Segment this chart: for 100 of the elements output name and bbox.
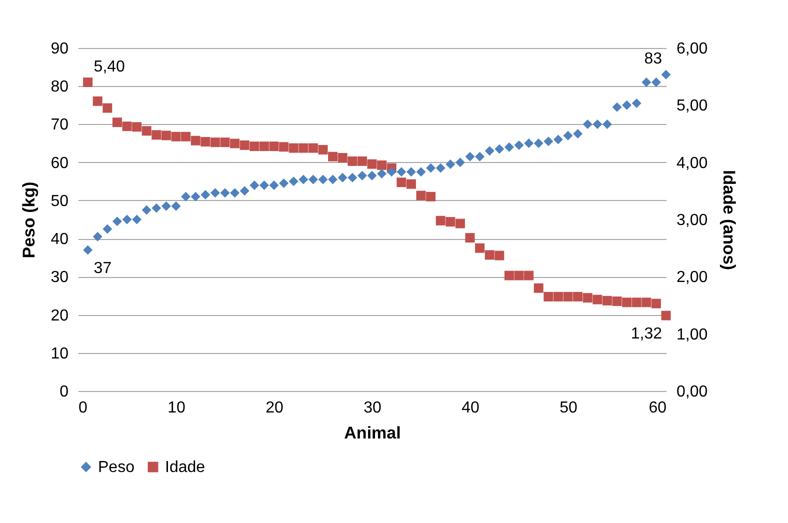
point	[661, 310, 671, 320]
point	[240, 186, 250, 196]
point	[210, 138, 220, 148]
point	[426, 163, 436, 173]
y2-tick-label: 5,00	[676, 98, 708, 115]
point	[92, 232, 102, 242]
point	[377, 169, 387, 179]
point	[494, 144, 504, 154]
y2-tick-label: 2,00	[676, 269, 708, 286]
point	[651, 78, 661, 88]
legend-label: Peso	[98, 459, 135, 476]
point	[142, 126, 152, 136]
point	[230, 188, 240, 198]
point	[612, 296, 622, 306]
point	[83, 245, 93, 255]
point	[279, 142, 289, 152]
point	[200, 137, 210, 146]
point	[318, 145, 328, 154]
y2-tick-label: 3,00	[676, 212, 708, 229]
point	[308, 143, 318, 153]
point	[112, 118, 122, 128]
point	[92, 96, 102, 106]
point	[406, 179, 416, 189]
point	[152, 130, 162, 140]
y2-tick-label: 4,00	[676, 154, 708, 172]
data-label: 1,32	[630, 326, 662, 343]
point	[524, 138, 534, 148]
point	[348, 156, 358, 166]
point	[171, 201, 181, 211]
point	[83, 78, 93, 88]
data-label: 5,40	[94, 58, 126, 76]
y-tick-label: 30	[50, 269, 69, 286]
point	[455, 158, 465, 168]
point	[426, 192, 436, 202]
point	[142, 205, 152, 215]
point	[259, 180, 269, 190]
point	[436, 216, 446, 226]
point	[367, 159, 377, 169]
point	[181, 132, 191, 142]
point	[544, 292, 554, 302]
point	[524, 270, 534, 280]
point	[465, 233, 475, 243]
point	[328, 152, 338, 162]
point	[357, 156, 367, 166]
point	[396, 178, 406, 188]
point	[582, 119, 592, 129]
point	[190, 192, 200, 202]
y2-tick-label: 1,00	[676, 326, 708, 344]
point	[553, 134, 563, 144]
point	[514, 270, 524, 280]
y-tick-label: 0	[60, 384, 69, 400]
point	[563, 292, 573, 302]
x-tick-label: 50	[560, 400, 578, 416]
y-tick-label: 90	[50, 40, 69, 58]
point	[475, 152, 485, 162]
point	[573, 129, 583, 138]
point	[377, 160, 387, 170]
point	[328, 174, 338, 184]
point	[642, 298, 652, 308]
y-tick-label: 40	[50, 231, 69, 248]
point	[386, 167, 396, 177]
point	[190, 136, 200, 146]
point	[102, 224, 112, 234]
point	[132, 214, 142, 224]
point	[269, 142, 279, 152]
y-tick-label: 10	[50, 345, 69, 362]
x-tick-label: 30	[364, 400, 382, 416]
point	[161, 201, 171, 211]
x-tick-label: 10	[168, 400, 186, 416]
point	[102, 103, 112, 113]
point	[484, 146, 494, 156]
data-label: 37	[94, 260, 112, 277]
point	[357, 170, 367, 180]
point	[298, 174, 308, 184]
point	[446, 217, 456, 227]
point	[200, 190, 210, 200]
point	[269, 180, 279, 190]
point	[210, 188, 220, 198]
y-tick-label: 50	[50, 192, 69, 210]
point	[338, 172, 348, 182]
point	[494, 250, 504, 260]
y2-tick-label: 6,00	[676, 40, 708, 58]
y-tick-label: 60	[50, 154, 69, 172]
point	[534, 283, 544, 293]
point	[250, 142, 260, 152]
point	[632, 98, 642, 108]
point	[171, 132, 181, 142]
point	[592, 119, 602, 129]
y2-axis-title: Idade (anos)	[720, 170, 739, 270]
point	[181, 192, 191, 202]
point	[396, 167, 406, 177]
point	[602, 296, 612, 306]
point	[220, 138, 230, 148]
point	[563, 130, 573, 140]
point	[446, 159, 456, 169]
point	[318, 174, 328, 184]
point	[592, 294, 602, 304]
point	[406, 167, 416, 177]
point	[661, 70, 671, 80]
point	[416, 167, 426, 177]
